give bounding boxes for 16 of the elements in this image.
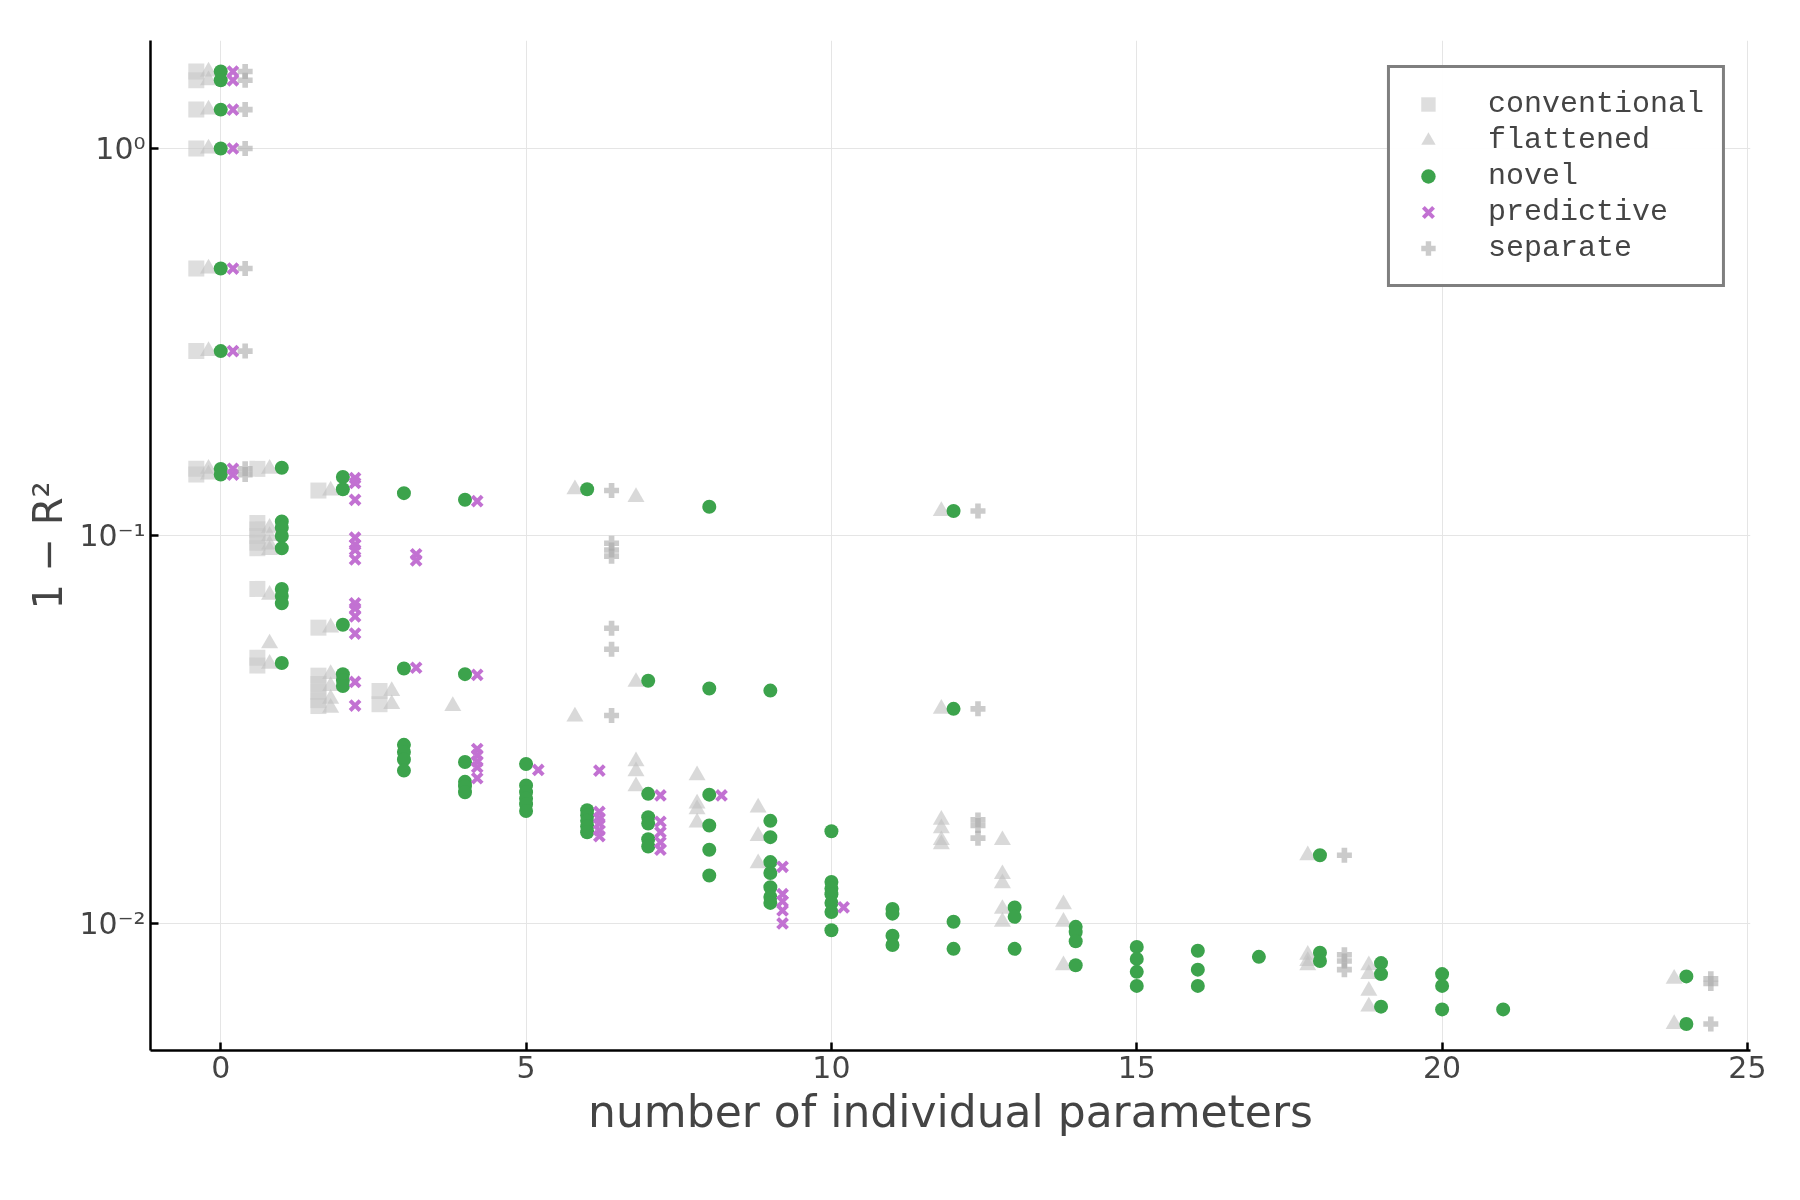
legend-label: flattened — [1487, 122, 1650, 158]
x-tick-label: 25 — [1728, 1049, 1767, 1085]
x-tick-label: 5 — [516, 1049, 536, 1085]
x-tick-label: 15 — [1117, 1049, 1156, 1085]
y-axis-title: 1 − R² — [25, 481, 72, 610]
x-tick-label: 10 — [812, 1049, 851, 1085]
y-tick-label: 10⁰ — [95, 131, 146, 167]
x-tick-label: 0 — [211, 1049, 231, 1085]
x-tick-label: 20 — [1423, 1049, 1462, 1085]
legend-label: predictive — [1487, 194, 1668, 230]
y-tick-label: 10⁻² — [79, 905, 146, 941]
x-axis-title: number of individual parameters — [588, 1085, 1313, 1137]
legend-label: conventional — [1487, 86, 1704, 122]
y-tick-label: 10⁻¹ — [79, 518, 146, 554]
legend-label: novel — [1487, 158, 1578, 194]
legend-label: separate — [1487, 230, 1632, 266]
